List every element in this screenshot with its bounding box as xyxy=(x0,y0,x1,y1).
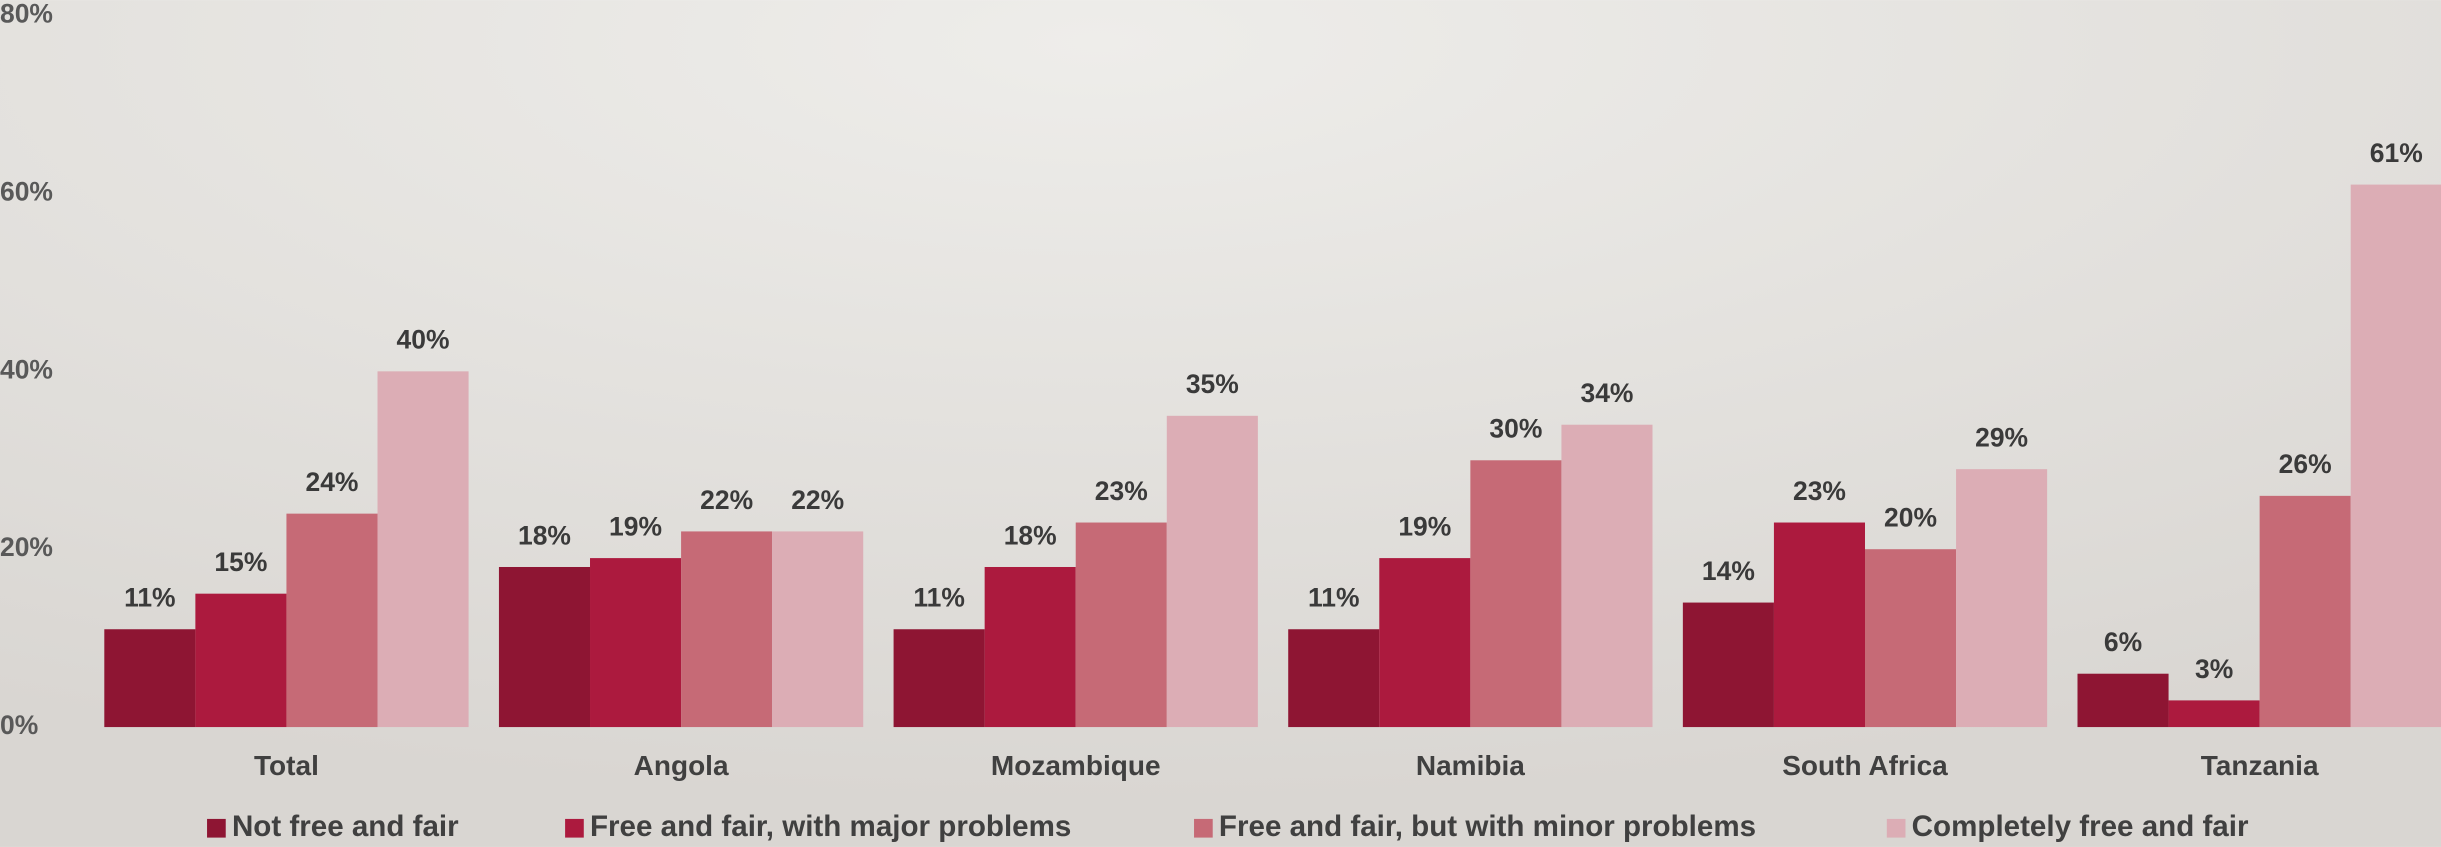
legend-label: Free and fair, but with minor problems xyxy=(1219,810,1756,843)
bar xyxy=(984,566,1076,728)
bar xyxy=(1682,602,1774,728)
bar xyxy=(2259,495,2351,728)
x-tick-label: Total xyxy=(254,750,319,781)
y-tick-label: 60% xyxy=(0,176,53,206)
data-label: 30% xyxy=(1489,414,1542,444)
data-label: 6% xyxy=(2104,627,2142,657)
x-tick-label: Angola xyxy=(634,750,729,781)
y-tick-label: 20% xyxy=(0,532,53,562)
data-label: 11% xyxy=(913,583,965,613)
bar xyxy=(1379,558,1471,728)
bar xyxy=(1956,469,2048,728)
x-tick-label: Namibia xyxy=(1416,750,1525,781)
y-tick-label: 40% xyxy=(0,354,53,384)
data-label: 19% xyxy=(1398,512,1451,542)
bar xyxy=(1561,424,1653,728)
x-tick-label: Mozambique xyxy=(991,750,1161,781)
data-label: 18% xyxy=(1004,520,1057,550)
bar xyxy=(590,558,682,728)
y-tick-label: 0% xyxy=(0,710,38,740)
legend-swatch xyxy=(565,818,584,838)
bar xyxy=(1470,460,1562,728)
data-label: 11% xyxy=(124,583,176,613)
legend-label: Free and fair, with major problems xyxy=(590,810,1071,843)
bar xyxy=(772,531,864,728)
data-label: 40% xyxy=(397,325,450,355)
data-label: 20% xyxy=(1884,503,1937,533)
data-label: 11% xyxy=(1308,583,1360,613)
x-tick-label: Tanzania xyxy=(2201,750,2319,781)
y-tick-label: 80% xyxy=(0,0,53,29)
data-label: 26% xyxy=(2279,449,2332,479)
bar xyxy=(1288,629,1380,728)
legend-swatch xyxy=(207,818,226,838)
bar xyxy=(2077,673,2169,728)
data-label: 22% xyxy=(791,485,844,515)
bar xyxy=(1166,415,1258,728)
data-label: 15% xyxy=(214,547,267,577)
data-label: 35% xyxy=(1186,369,1239,399)
data-label: 18% xyxy=(518,520,571,550)
legend-label: Completely free and fair xyxy=(1912,810,2249,843)
data-label: 61% xyxy=(2370,138,2423,168)
legend-swatch xyxy=(1194,818,1213,838)
bar xyxy=(104,629,196,728)
bar xyxy=(377,371,469,728)
bar xyxy=(286,513,378,728)
bar xyxy=(2350,184,2441,728)
bar xyxy=(1773,522,1865,728)
data-label: 3% xyxy=(2195,654,2233,684)
data-label: 14% xyxy=(1702,556,1755,586)
legend-swatch xyxy=(1886,818,1906,838)
data-label: 23% xyxy=(1793,476,1846,506)
bar xyxy=(195,593,287,728)
bar xyxy=(498,566,591,728)
data-label: 29% xyxy=(1975,423,2028,453)
bar xyxy=(893,629,985,728)
bar xyxy=(2168,700,2260,728)
data-label: 19% xyxy=(609,512,662,542)
data-label: 34% xyxy=(1580,378,1633,408)
bar xyxy=(1075,522,1167,728)
data-label: 22% xyxy=(700,485,753,515)
bar xyxy=(681,531,773,728)
legend-label: Not free and fair xyxy=(232,810,459,843)
data-label: 23% xyxy=(1095,476,1148,506)
data-label: 24% xyxy=(306,467,359,497)
bar xyxy=(1864,549,1957,728)
x-tick-label: South Africa xyxy=(1782,750,1948,781)
